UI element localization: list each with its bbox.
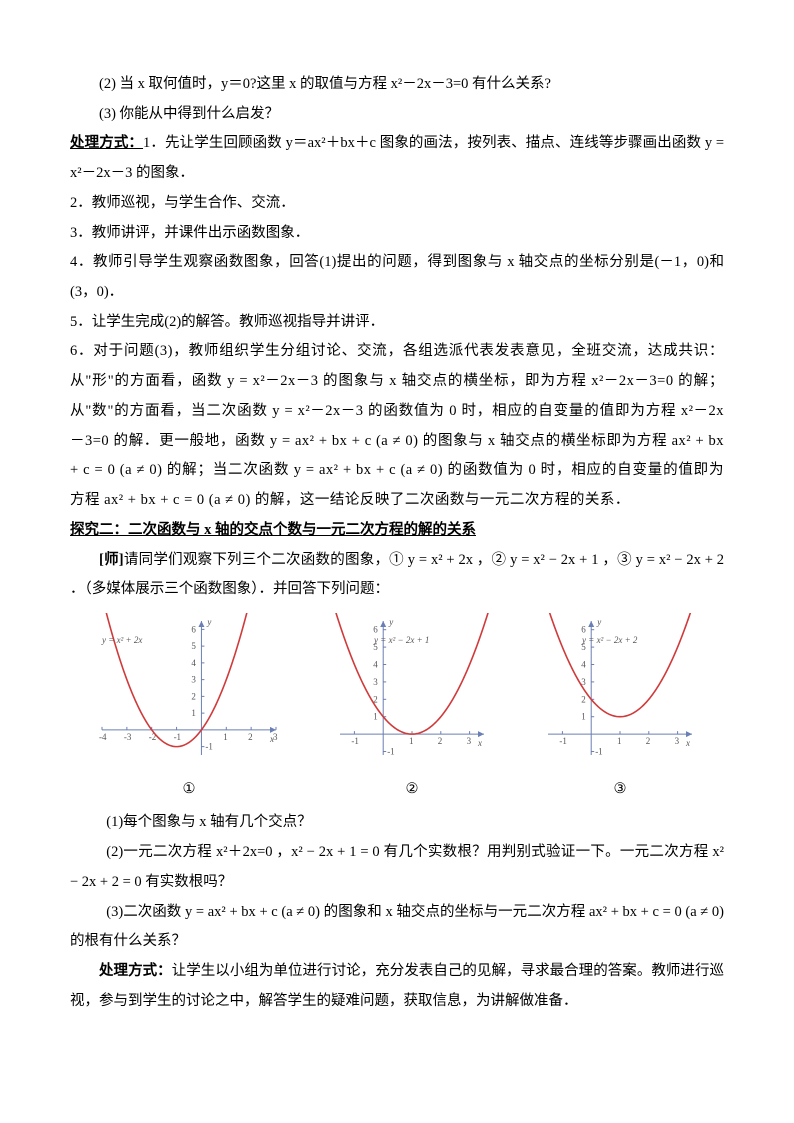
teacher-instruction: [师]请同学们观察下列三个二次函数的图象，① y = x² + 2x ，② y … [70,546,724,605]
question-3: (3) 你能从中得到什么启发？ [70,100,724,130]
svg-text:-1: -1 [595,746,603,756]
method-6: 6．对于问题(3)，教师组织学生分组讨论、交流，各组选派代表发表意见，全班交流，… [70,337,724,515]
svg-text:2: 2 [438,736,443,746]
svg-text:-1: -1 [205,742,213,752]
svg-text:y = x² − 2x + 2: y = x² − 2x + 2 [581,635,638,645]
question-2: (2) 当 x 取何值时，y＝0?这里 x 的取值与方程 x²－2x－3=0 有… [70,70,724,100]
svg-text:5: 5 [191,641,196,651]
sub-q2: (2)一元二次方程 x²＋2x=0 ，x² − 2x + 1 = 0 有几个实数… [70,838,724,897]
method-2-block: 处理方式：让学生以小组为单位进行讨论，充分发表自己的见解，寻求最合理的答案。教师… [70,957,724,1016]
svg-text:4: 4 [191,658,196,668]
svg-text:x: x [477,738,482,748]
svg-text:3: 3 [191,675,196,685]
svg-text:1: 1 [191,708,196,718]
method-1: 处理方式：1．先让学生回顾函数 y＝ax²＋bx＋c 图象的画法，按列表、描点、… [70,129,724,188]
method-label: 处理方式： [70,135,143,151]
graph-1: -4-3-2-1123123456-1xyy = x² + 2x ① [94,613,284,804]
graph-2: -1123123456-1xyy = x² − 2x + 1 ② [332,613,492,804]
method-3: 3．教师讲评，并课件出示函数图象． [70,219,724,249]
graph-3-label: ③ [540,775,700,805]
svg-text:6: 6 [191,624,196,634]
svg-text:6: 6 [581,625,586,635]
method-label-2: 处理方式： [99,963,172,979]
svg-text:1: 1 [581,712,586,722]
svg-text:3: 3 [373,677,378,687]
svg-text:2: 2 [646,736,651,746]
method-5: 5．让学生完成(2)的解答。教师巡视指导并讲评． [70,308,724,338]
svg-text:y: y [388,617,393,627]
svg-text:y: y [206,617,211,627]
svg-text:y = x² − 2x + 1: y = x² − 2x + 1 [373,635,429,645]
svg-text:-1: -1 [174,732,182,742]
svg-text:2: 2 [248,732,253,742]
parabola-3: -1123123456-1xyy = x² − 2x + 2 [540,613,700,763]
method-4: 4．教师引导学生观察函数图象，回答(1)提出的问题，得到图象与 x 轴交点的坐标… [70,248,724,307]
svg-text:1: 1 [223,732,228,742]
svg-text:y: y [596,617,601,627]
svg-text:3: 3 [467,736,472,746]
graphs-row: -4-3-2-1123123456-1xyy = x² + 2x ① -1123… [70,613,724,804]
sub-q3: (3)二次函数 y = ax² + bx + c (a ≠ 0) 的图象和 x … [70,898,724,957]
svg-text:-4: -4 [99,732,107,742]
graph-1-label: ① [94,775,284,805]
svg-text:-1: -1 [351,736,359,746]
graph-3: -1123123456-1xyy = x² − 2x + 2 ③ [540,613,700,804]
graph-2-label: ② [332,775,492,805]
svg-text:x: x [685,738,690,748]
svg-text:3: 3 [675,736,680,746]
svg-text:4: 4 [373,659,378,669]
parabola-2: -1123123456-1xyy = x² − 2x + 1 [332,613,492,763]
method-1-text: 1．先让学生回顾函数 y＝ax²＋bx＋c 图象的画法，按列表、描点、连线等步骤… [70,135,724,181]
teacher-label: [师] [99,552,124,568]
method-2: 2．教师巡视，与学生合作、交流． [70,189,724,219]
sub-q1: (1)每个图象与 x 轴有几个交点？ [70,808,724,838]
svg-text:-1: -1 [559,736,567,746]
svg-text:4: 4 [581,659,586,669]
svg-text:1: 1 [617,736,622,746]
section-2-title: 探究二：二次函数与 x 轴的交点个数与一元二次方程的解的关系 [70,516,724,546]
svg-text:y = x² + 2x: y = x² + 2x [101,635,142,645]
teacher-text: 请同学们观察下列三个二次函数的图象，① y = x² + 2x ，② y = x… [70,552,724,598]
svg-text:6: 6 [373,625,378,635]
svg-text:1: 1 [409,736,414,746]
svg-text:1: 1 [373,712,378,722]
svg-text:2: 2 [191,691,196,701]
svg-text:x: x [269,734,274,744]
parabola-1: -4-3-2-1123123456-1xyy = x² + 2x [94,613,284,763]
svg-text:2: 2 [581,694,586,704]
svg-text:-1: -1 [387,746,395,756]
svg-text:-3: -3 [124,732,132,742]
